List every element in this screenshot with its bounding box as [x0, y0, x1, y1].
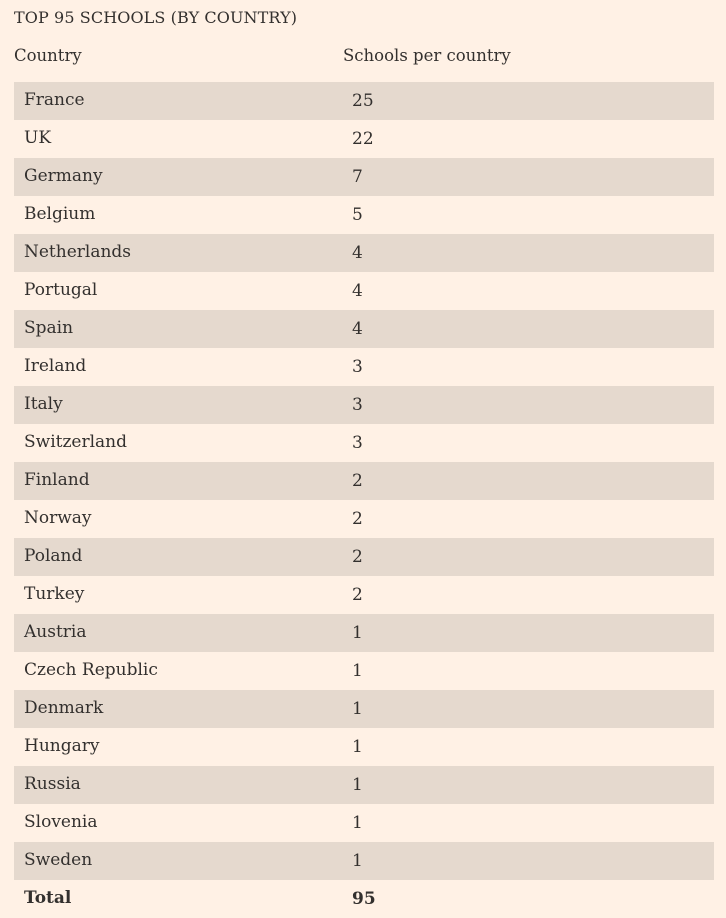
table-row: Sweden 1: [14, 842, 714, 880]
row-country: Czech Republic: [24, 660, 158, 680]
table-row: Turkey 2: [14, 576, 714, 614]
row-country: Belgium: [24, 204, 96, 224]
table-row: Spain 4: [14, 310, 714, 348]
total-row: Total 95: [14, 880, 714, 918]
row-country: Turkey: [24, 584, 85, 604]
row-country: Netherlands: [24, 242, 132, 262]
row-country: Finland: [24, 470, 90, 490]
table-row: Italy 3: [14, 386, 714, 424]
row-country: France: [24, 90, 85, 110]
table-row: Norway 2: [14, 500, 714, 538]
row-count: 4: [352, 281, 363, 301]
table-row: Czech Republic 1: [14, 652, 714, 690]
row-count: 1: [352, 775, 363, 795]
table-row: Netherlands 4: [14, 234, 714, 272]
row-country: Slovenia: [24, 812, 98, 832]
row-count: 22: [352, 129, 374, 149]
row-count: 2: [352, 547, 363, 567]
table-row: Denmark 1: [14, 690, 714, 728]
table-row: Poland 2: [14, 538, 714, 576]
row-country: Austria: [24, 622, 87, 642]
row-count: 3: [352, 357, 363, 377]
table-row: Portugal 4: [14, 272, 714, 310]
row-count: 1: [352, 851, 363, 871]
table-row: Ireland 3: [14, 348, 714, 386]
row-country: Hungary: [24, 736, 100, 756]
row-count: 1: [352, 699, 363, 719]
row-country: Ireland: [24, 356, 87, 376]
row-count: 1: [352, 813, 363, 833]
row-country: Sweden: [24, 850, 93, 870]
table-title: TOP 95 SCHOOLS (BY COUNTRY): [14, 8, 298, 27]
row-country: Germany: [24, 166, 103, 186]
row-count: 1: [352, 623, 363, 643]
row-count: 7: [352, 167, 363, 187]
table-row: France 25: [14, 82, 714, 120]
row-country: UK: [24, 128, 52, 148]
table-row: Belgium 5: [14, 196, 714, 234]
row-count: 2: [352, 471, 363, 491]
row-country: Spain: [24, 318, 74, 338]
row-count: 1: [352, 737, 363, 757]
schools-table: France 25 UK 22 Germany 7 Belgium 5 Neth…: [14, 82, 714, 918]
table-row: Russia 1: [14, 766, 714, 804]
table-row: Switzerland 3: [14, 424, 714, 462]
row-country: Russia: [24, 774, 81, 794]
column-header-schools: Schools per country: [343, 46, 511, 65]
table-row: Austria 1: [14, 614, 714, 652]
row-country: Denmark: [24, 698, 104, 718]
table-row: UK 22: [14, 120, 714, 158]
row-count: 1: [352, 661, 363, 681]
total-count: 95: [352, 889, 376, 909]
table-row: Slovenia 1: [14, 804, 714, 842]
row-country: Norway: [24, 508, 92, 528]
row-country: Switzerland: [24, 432, 128, 452]
row-count: 5: [352, 205, 363, 225]
table-row: Germany 7: [14, 158, 714, 196]
table-row: Hungary 1: [14, 728, 714, 766]
table-row: Finland 2: [14, 462, 714, 500]
row-count: 2: [352, 509, 363, 529]
row-count: 2: [352, 585, 363, 605]
row-country: Italy: [24, 394, 63, 414]
row-country: Portugal: [24, 280, 98, 300]
row-count: 4: [352, 319, 363, 339]
row-count: 3: [352, 395, 363, 415]
row-country: Poland: [24, 546, 83, 566]
column-header-country: Country: [14, 46, 82, 65]
total-label: Total: [24, 888, 72, 908]
row-count: 3: [352, 433, 363, 453]
row-count: 4: [352, 243, 363, 263]
row-count: 25: [352, 91, 374, 111]
